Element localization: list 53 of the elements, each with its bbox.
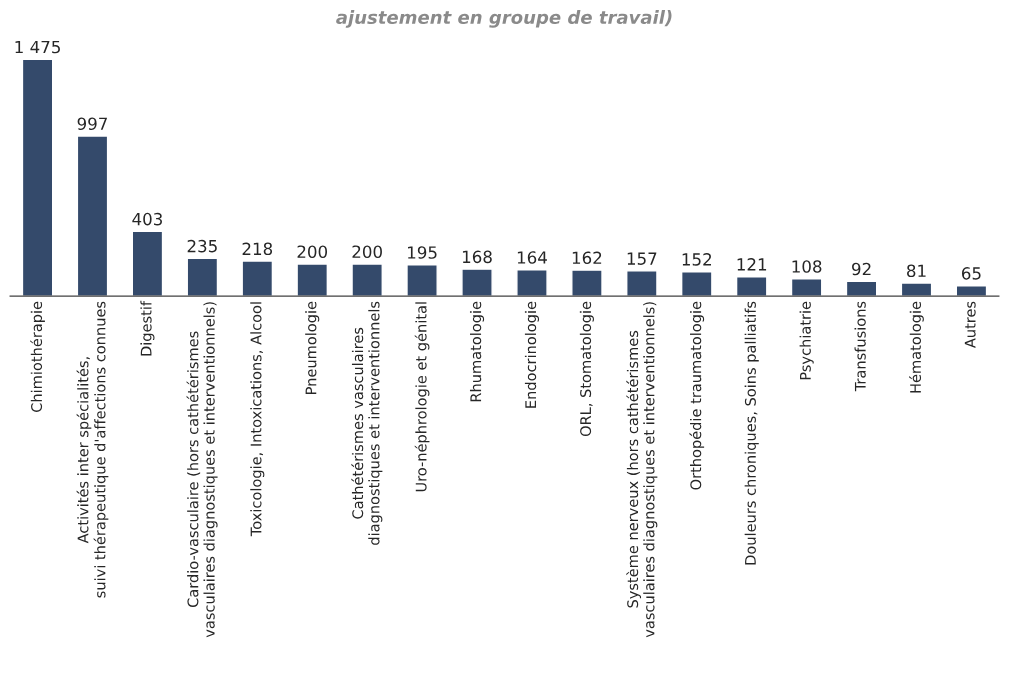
bar <box>516 269 548 297</box>
bar <box>571 269 603 297</box>
x-tick-label: Pneumologie <box>305 301 320 394</box>
data-label: 65 <box>962 267 981 280</box>
x-tick-label: Système nerveux (hors cathétérismes vasculaires diagnostiques et interventionnels) <box>626 302 658 638</box>
bar <box>241 260 274 297</box>
data-label: 200 <box>352 245 382 259</box>
x-tick-label: Rhumatologie <box>469 301 485 402</box>
data-label: 168 <box>462 250 492 264</box>
x-tick-label: Activités inter spécialités, suivi thérapeutique d'affections connues <box>76 301 109 598</box>
bar <box>900 282 933 297</box>
x-tick-label: Psychiatrie <box>799 301 814 380</box>
data-label: 92 <box>852 262 871 276</box>
x-tick-label: Orthopédie traumatologie <box>689 301 705 490</box>
data-label: 403 <box>132 212 162 226</box>
data-label: 152 <box>682 253 712 266</box>
data-label: 108 <box>792 260 822 273</box>
x-tick-label: Uro-néphrologie et génital <box>414 302 430 492</box>
data-label: 162 <box>572 251 602 265</box>
x-tick-label: Transfusions <box>854 301 866 392</box>
bar <box>626 270 658 297</box>
bar <box>680 271 713 297</box>
data-label: 235 <box>187 239 217 253</box>
x-tick-label: Douleurs chroniques, Soins palliatifs <box>744 301 759 565</box>
data-label: 121 <box>737 258 767 271</box>
x-tick-label: Chimiothérapie <box>30 301 45 412</box>
data-label: 200 <box>297 245 328 259</box>
data-label: 157 <box>627 252 657 265</box>
bar <box>131 230 164 297</box>
x-tick-label: Cardio-vasculaire (hors cathétérismes vasculaires diagnostiques et interventionnels) <box>186 302 218 638</box>
bar <box>461 268 493 297</box>
bar <box>735 275 768 297</box>
x-tick-label: Toxicologie, Intoxications, Alcool <box>250 302 265 537</box>
chart-title: ajustement en groupe de travail) <box>336 10 672 28</box>
bar <box>76 135 109 297</box>
data-label: 164 <box>517 251 547 264</box>
bar <box>296 263 329 297</box>
x-tick-label: Digestif <box>140 300 155 356</box>
x-tick-label: Endocrinologie <box>524 301 540 408</box>
bar <box>790 278 823 297</box>
data-label: 1 475 <box>15 40 60 54</box>
bar <box>21 58 54 297</box>
x-tick-label: ORL, Stomatologie <box>579 301 594 437</box>
data-label: 195 <box>408 246 437 259</box>
data-label: 997 <box>77 117 107 131</box>
x-tick-label: Autres <box>964 301 976 349</box>
bar <box>406 264 438 297</box>
data-label: 81 <box>907 264 926 278</box>
bar <box>186 257 219 297</box>
data-label: 218 <box>242 242 273 256</box>
x-tick-label: Cathétérismes vasculaires diagnostiques et interventionnels <box>351 301 383 545</box>
x-tick-label: Hématologie <box>909 301 924 393</box>
bar <box>351 263 383 297</box>
